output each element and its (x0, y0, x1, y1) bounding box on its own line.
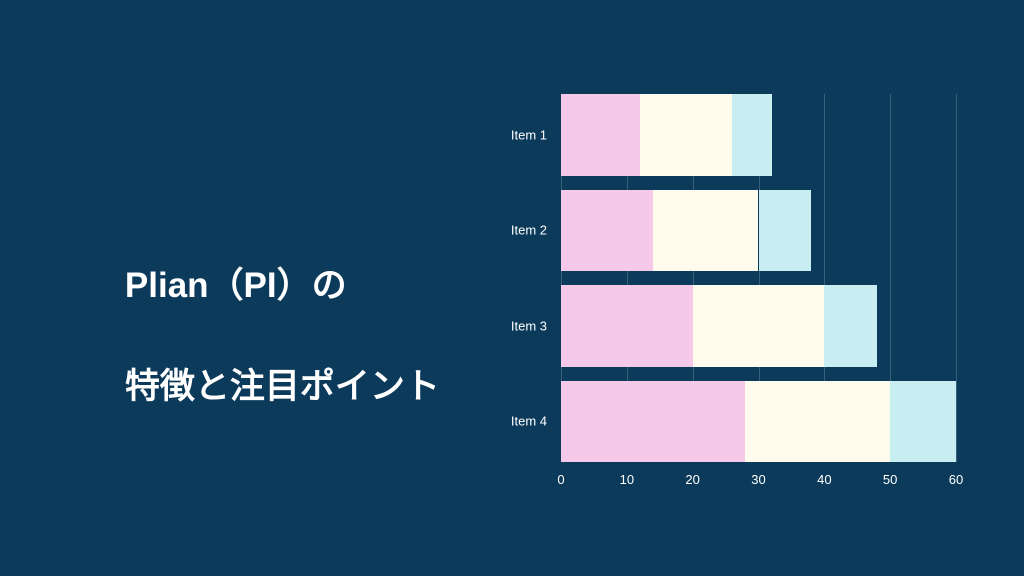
bar-row: Item 2 (561, 190, 956, 272)
bar-segment (561, 94, 640, 176)
stacked-bar-chart: 0102030405060Item 1Item 2Item 3Item 4 (561, 94, 956, 462)
x-tick-label: 10 (620, 472, 634, 487)
bar-segment (890, 381, 956, 463)
x-tick-label: 50 (883, 472, 897, 487)
bar-label: Item 4 (511, 414, 547, 429)
gridline (956, 94, 957, 462)
bar-segment (561, 381, 745, 463)
bar-label: Item 2 (511, 223, 547, 238)
slide-title: Plian（PI）の 特徴と注目ポイント (86, 210, 440, 464)
x-tick-label: 30 (751, 472, 765, 487)
bar-label: Item 3 (511, 318, 547, 333)
bar-segment (745, 381, 890, 463)
bar-segment (640, 94, 732, 176)
bar-segment (824, 285, 877, 367)
bar-row: Item 1 (561, 94, 956, 176)
x-tick-label: 40 (817, 472, 831, 487)
x-tick-label: 0 (557, 472, 564, 487)
bar-segment (561, 285, 693, 367)
title-line-1: Plian（PI）の (125, 266, 347, 305)
slide-root: Plian（PI）の 特徴と注目ポイント 0 10 20 30 40 50 60 Item 1… (0, 0, 1024, 576)
x-tick-label: 60 (949, 472, 963, 487)
bar-segment (732, 94, 772, 176)
bar-row: Item 3 (561, 285, 956, 367)
bar-segment (561, 190, 653, 272)
bar-segment (653, 190, 758, 272)
bar-segment (759, 190, 812, 272)
bar-row: Item 4 (561, 381, 956, 463)
bar-label: Item 1 (511, 127, 547, 142)
x-tick-label: 20 (685, 472, 699, 487)
title-line-2: 特徴と注目ポイント (125, 367, 440, 406)
bar-segment (693, 285, 825, 367)
